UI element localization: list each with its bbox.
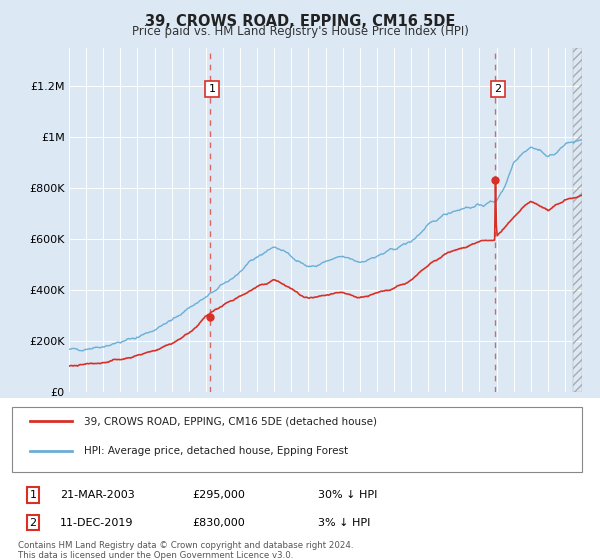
Text: 1: 1 — [209, 84, 215, 94]
Text: 1: 1 — [29, 490, 37, 500]
Text: £830,000: £830,000 — [192, 517, 245, 528]
Text: £295,000: £295,000 — [192, 490, 245, 500]
Text: 39, CROWS ROAD, EPPING, CM16 5DE (detached house): 39, CROWS ROAD, EPPING, CM16 5DE (detach… — [84, 416, 377, 426]
Text: HPI: Average price, detached house, Epping Forest: HPI: Average price, detached house, Eppi… — [84, 446, 348, 456]
Text: 30% ↓ HPI: 30% ↓ HPI — [318, 490, 377, 500]
Text: 11-DEC-2019: 11-DEC-2019 — [60, 517, 133, 528]
Text: Contains HM Land Registry data © Crown copyright and database right 2024.
This d: Contains HM Land Registry data © Crown c… — [18, 540, 353, 560]
Text: 3% ↓ HPI: 3% ↓ HPI — [318, 517, 370, 528]
Text: 2: 2 — [494, 84, 502, 94]
FancyBboxPatch shape — [12, 407, 582, 472]
Text: 39, CROWS ROAD, EPPING, CM16 5DE: 39, CROWS ROAD, EPPING, CM16 5DE — [145, 14, 455, 29]
Text: 21-MAR-2003: 21-MAR-2003 — [60, 490, 135, 500]
Text: Price paid vs. HM Land Registry's House Price Index (HPI): Price paid vs. HM Land Registry's House … — [131, 25, 469, 38]
Text: 2: 2 — [29, 517, 37, 528]
